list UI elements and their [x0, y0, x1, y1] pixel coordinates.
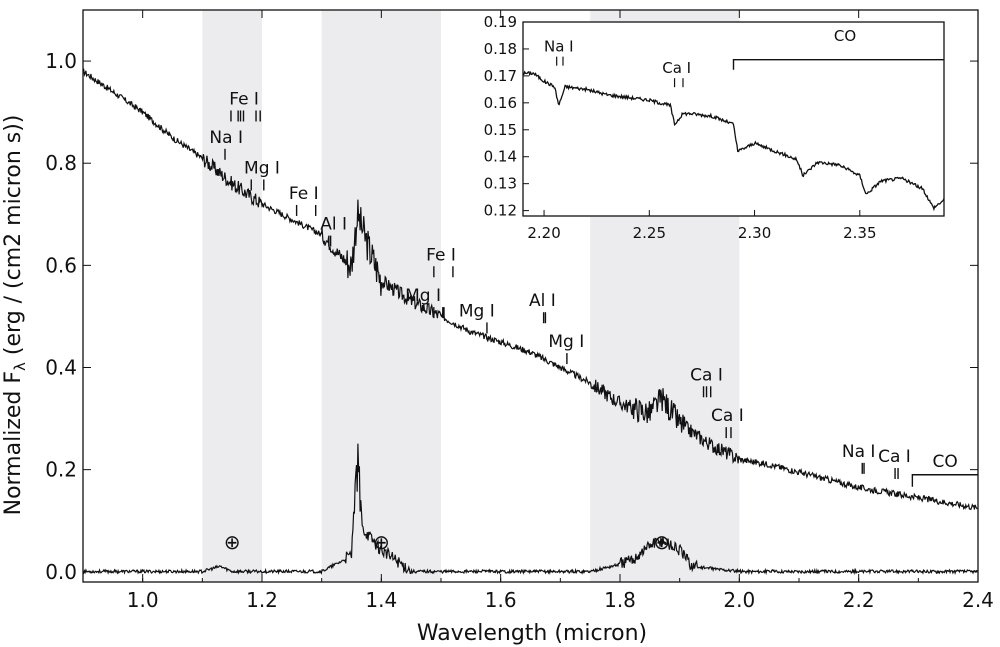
telluric-residual-line: [82, 443, 978, 576]
inset-y-tick-label: 0.15: [484, 121, 517, 139]
inset-y-tick-label: 0.14: [484, 148, 517, 166]
x-tick-label: 1.8: [604, 588, 636, 612]
line-label: Mg I: [405, 286, 441, 306]
inset-x-tick-label: 2.25: [633, 224, 666, 242]
telluric-symbol: ⊕: [224, 530, 241, 554]
line-label: Fe I: [289, 184, 319, 204]
y-tick-label: 1.0: [45, 49, 77, 73]
y-tick-label: 0.2: [45, 458, 77, 482]
line-label: Fe I: [426, 245, 456, 265]
co-bracket: [911, 474, 978, 487]
y-tick-label: 0.4: [45, 356, 77, 380]
line-label: Ca I: [690, 365, 723, 385]
y-axis-label-main: Normalized F: [1, 371, 26, 515]
x-tick-label: 1.4: [365, 588, 397, 612]
line-label: CO: [933, 452, 958, 472]
inset-y-tick-label: 0.12: [484, 202, 517, 220]
line-label: Na I: [842, 442, 876, 462]
line-label: Ca I: [711, 406, 744, 426]
y-axis-label: Normalized Fλ (erg / (cm2 micron s)): [1, 115, 29, 516]
x-tick-label: 1.2: [246, 588, 278, 612]
y-tick-label: 0.8: [45, 151, 77, 175]
inset-line-label: CO: [834, 27, 856, 45]
inset-y-tick-label: 0.19: [484, 13, 517, 31]
spectrum-line: [82, 68, 978, 511]
inset-x-tick-label: 2.20: [527, 224, 560, 242]
x-tick-label: 1.6: [485, 588, 517, 612]
inset-line-label: Ca I: [662, 59, 691, 77]
inset-y-tick-label: 0.18: [484, 40, 517, 58]
y-tick-label: 0.0: [45, 560, 77, 584]
line-label: Na I: [209, 128, 243, 148]
x-tick-label: 2.0: [723, 588, 755, 612]
line-label: Ca I: [878, 447, 911, 467]
inset-line-label: Na I: [544, 38, 574, 56]
shaded-band-0: [202, 10, 262, 582]
line-label: Mg I: [459, 301, 495, 321]
inset-frame: [522, 21, 945, 217]
inset-spectrum-line: [522, 70, 945, 212]
line-label: Mg I: [244, 158, 280, 178]
telluric-symbol: ⊕: [373, 530, 390, 554]
plot-frame: [82, 9, 979, 583]
line-label: Al I: [529, 291, 556, 311]
y-tick-label: 0.6: [45, 253, 77, 277]
y-axis-label-sub: λ: [11, 362, 29, 371]
inset-x-tick-label: 2.35: [843, 224, 876, 242]
y-axis-label-unit: (erg / (cm2 micron s)): [1, 115, 26, 362]
line-label: Al I: [320, 215, 347, 235]
inset-x-tick-label: 2.30: [738, 224, 771, 242]
x-tick-label: 1.0: [127, 588, 159, 612]
x-tick-label: 2.2: [843, 588, 875, 612]
x-tick-label: 2.4: [962, 588, 994, 612]
inset-y-tick-label: 0.13: [484, 175, 517, 193]
inset-plot: 2.20 2.25 2.30 2.35 0.12 0.13 0.14 0.15 0.16 0.17…: [484, 13, 945, 242]
telluric-symbol: ⊕: [653, 530, 670, 554]
inset-co-bracket: [732, 59, 944, 70]
inset-y-tick-label: 0.17: [484, 67, 517, 85]
line-label: Fe I: [229, 89, 259, 109]
line-label: Mg I: [548, 332, 584, 352]
inset-y-tick-label: 0.16: [484, 94, 517, 112]
x-axis-label: Wavelength (micron): [417, 621, 647, 646]
main-plot: 1.0 1.2 1.4 1.6 1.8 2.0 2.2 2.4 0.0 0.2 0.4 0.6 0.8 1…: [45, 9, 994, 612]
shaded-band-1: [321, 10, 441, 582]
